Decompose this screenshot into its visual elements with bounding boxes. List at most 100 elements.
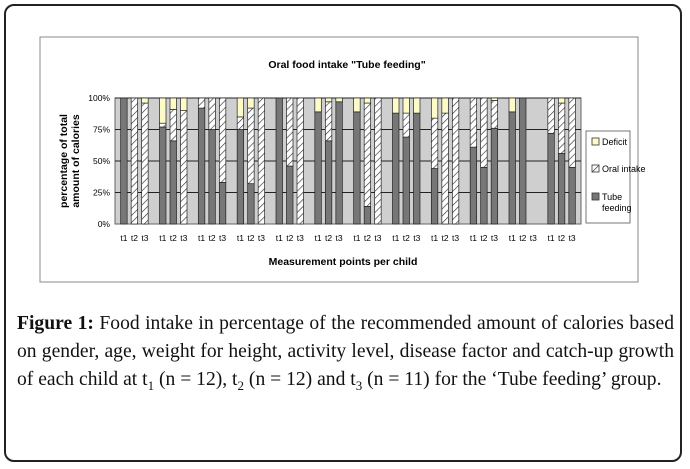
legend: Deficit Oral intake Tube feeding [585, 130, 646, 224]
bar-segment-tube [469, 146, 478, 225]
legend-swatch-oral-intake [591, 164, 600, 173]
y-tick-label: 50% [93, 156, 110, 166]
x-tick-label: t2 [403, 233, 410, 243]
y-tick-label: 25% [93, 188, 110, 198]
bar-segment-tube [169, 140, 177, 225]
bar-segment-deficit [169, 97, 177, 110]
x-tick-label: t1 [315, 233, 322, 243]
bar-segment-deficit [402, 97, 410, 114]
bar-segment-tube [208, 129, 216, 225]
x-tick-label: t2 [364, 233, 371, 243]
bar-segment-oral [402, 112, 410, 138]
x-tick-label: t2 [558, 233, 565, 243]
caption-label: Figure 1: [17, 313, 94, 334]
bar-segment-oral [490, 100, 499, 129]
bar-segment-deficit [247, 97, 255, 109]
caption-sub-3: 3 [355, 377, 363, 393]
bar-segment-tube [363, 206, 372, 225]
x-tick-label: t3 [219, 233, 226, 243]
bar-segment-tube [353, 111, 361, 225]
x-tick-label: t2 [131, 233, 138, 243]
bar-segment-tube [236, 129, 245, 225]
x-tick-label: t1 [159, 233, 166, 243]
y-tick-label: 75% [93, 125, 110, 135]
bar-segment-oral [557, 102, 566, 154]
bar-segment-deficit [353, 97, 361, 113]
gridlines [115, 97, 581, 193]
caption-text-4: (n = 11) for the ‘Tube feeding’ group. [362, 369, 662, 390]
bar-segment-oral [286, 97, 294, 167]
x-tick-label: t1 [392, 233, 399, 243]
bar-segment-tube [490, 127, 499, 225]
bar-segment-oral [547, 97, 555, 134]
x-tick-label: t1 [198, 233, 205, 243]
x-tick-label: t3 [297, 233, 304, 243]
bar-segment-oral [374, 97, 382, 225]
x-tick-label: t2 [325, 233, 332, 243]
bars [120, 97, 576, 225]
x-tick-label: t1 [120, 233, 127, 243]
x-tick-label: t1 [431, 233, 438, 243]
legend-swatch-tube-feeding [591, 192, 600, 201]
figure-caption: Figure 1: Food intake in percentage of t… [17, 310, 674, 400]
bar-segment-oral [180, 110, 188, 225]
legend-box [585, 130, 631, 224]
legend-swatch-deficit [591, 137, 600, 146]
bar-segment-oral [218, 97, 227, 183]
bar-segment-oral [257, 97, 266, 225]
bar-segment-deficit [324, 97, 333, 103]
bar-segment-deficit [413, 97, 421, 114]
legend-label-oral-intake: Oral intake [602, 164, 646, 174]
bar-segment-tube [324, 140, 333, 225]
x-tick-label: t2 [442, 233, 449, 243]
bar-segment-tube [247, 183, 255, 225]
bar-segment-deficit [557, 97, 566, 104]
x-tick-label: t2 [519, 233, 526, 243]
bar-segment-tube [402, 136, 410, 225]
bar-segment-tube [519, 97, 527, 225]
legend-label-deficit: Deficit [602, 137, 628, 147]
x-tick-label: t1 [509, 233, 516, 243]
bar-segment-oral [430, 117, 439, 169]
bar-segment-oral [141, 102, 149, 225]
bar-segment-tube [335, 101, 343, 225]
bar-segment-tube [392, 112, 400, 225]
bar-segment-oral [324, 101, 333, 142]
x-tick-label: t3 [336, 233, 343, 243]
y-tick-label: 0% [98, 219, 111, 229]
y-tick-label: 100% [88, 93, 110, 103]
bar-segment-deficit [441, 97, 449, 114]
y-axis-label-line1: percentage of total [58, 114, 70, 208]
caption-text-2: (n = 12), t [154, 369, 238, 390]
bar-segment-deficit [335, 97, 343, 103]
bar-segment-deficit [363, 97, 372, 104]
x-tick-labels: t1 t2 t3 t1 t2 t3 t1 t2 t3 t1 t2 t3 t1 t2 t3 t1 t2 t3 t1 t2… [120, 233, 576, 243]
x-tick-label: t1 [548, 233, 555, 243]
bar-segment-deficit [392, 97, 400, 114]
bar-segment-tube [159, 126, 167, 225]
x-tick-label: t1 [470, 233, 477, 243]
x-tick-label: t3 [491, 233, 498, 243]
bar-segment-oral [247, 107, 255, 185]
caption-sub-1: 1 [147, 377, 155, 393]
x-tick-label: t2 [286, 233, 293, 243]
x-tick-label: t1 [353, 233, 360, 243]
bar-segment-oral [441, 112, 449, 225]
bar-segment-oral [130, 97, 139, 225]
bar-segment-tube [480, 166, 488, 225]
bar-segment-oral [363, 102, 372, 207]
bar-segment-deficit [430, 97, 439, 119]
caption-sub-2: 2 [237, 377, 245, 393]
x-tick-label: t3 [258, 233, 265, 243]
chart: Oral food intake "Tube feeding" Measurem… [39, 36, 646, 283]
bar-segment-tube [120, 97, 128, 225]
bar-segment-oral [568, 97, 576, 168]
x-tick-label: t2 [170, 233, 177, 243]
x-tick-label: t3 [180, 233, 187, 243]
x-tick-label: t3 [452, 233, 459, 243]
x-tick-label: t3 [374, 233, 381, 243]
x-tick-label: t3 [530, 233, 537, 243]
bar-segment-deficit [508, 97, 516, 113]
legend-label-tube-feeding: Tube feeding [602, 192, 632, 213]
bar-segment-oral [236, 116, 245, 130]
